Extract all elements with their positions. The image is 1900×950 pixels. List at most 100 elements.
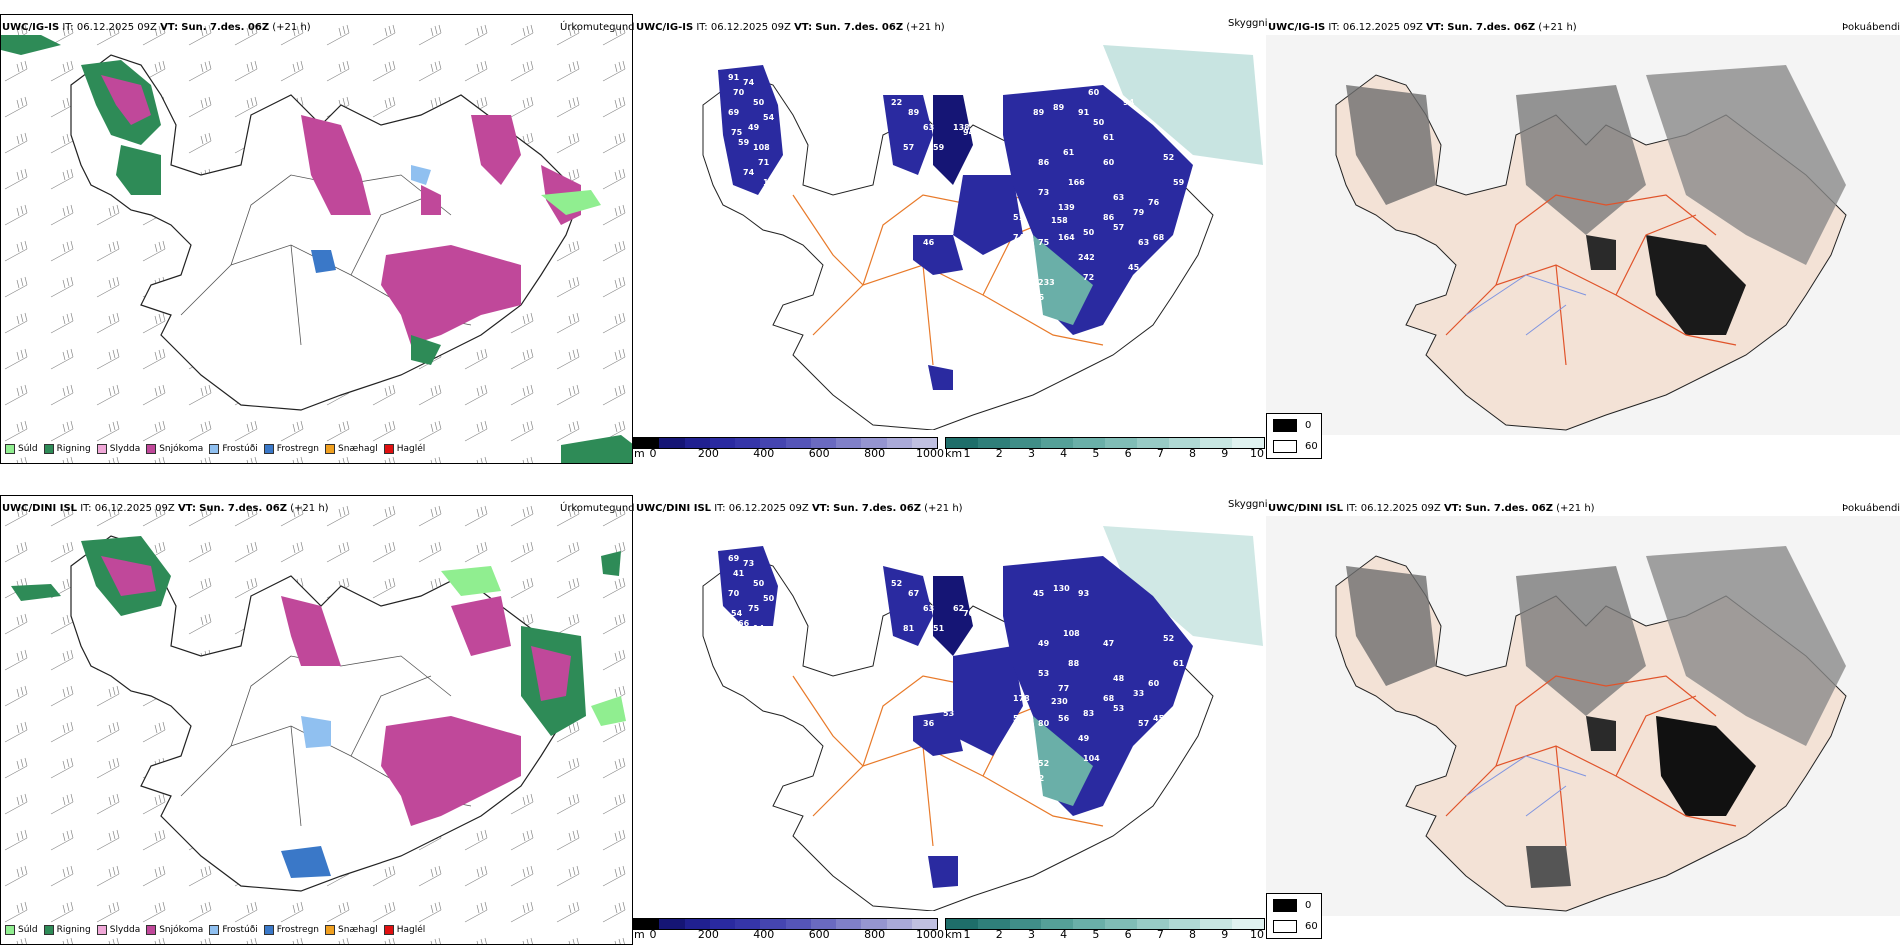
colorbar-cell <box>810 919 836 929</box>
cloudbase-value: 89 <box>1053 103 1065 112</box>
cloudbase-value: 233 <box>1038 278 1055 287</box>
cloudbase-value: 79 <box>1133 208 1145 217</box>
precip-legend-label: Frostregn <box>276 925 320 935</box>
visibility-colorbar-row1 <box>945 437 1265 449</box>
colorbar-cell <box>684 919 710 929</box>
fog-map-row2 <box>1266 516 1900 916</box>
colorbar-cell <box>709 438 735 448</box>
precip-legend-swatch <box>5 925 15 935</box>
colorbar-tick-label: 6 <box>1124 928 1132 941</box>
fog-legend-white-box <box>1273 920 1297 933</box>
cloudbase-value: 108 <box>753 143 770 152</box>
precip-panel-row2: Súld Rigning Slydda Snjókoma Frostúði Frostre… <box>0 495 633 945</box>
colorbar-cell <box>977 438 1010 448</box>
precip-legend-label: Haglél <box>396 925 426 935</box>
cloudbase-value: 41 <box>733 569 745 578</box>
precip-legend-item: Súld <box>5 444 38 454</box>
cloudbase-value: 57 <box>1113 223 1124 232</box>
precip-legend-item: Snjókoma <box>146 925 203 935</box>
cloudbase-ticks-row1: 0 200 400 600 800 1000 <box>633 447 945 460</box>
colorbar-cell <box>785 438 811 448</box>
cloudbase-value: 63 <box>923 604 934 613</box>
precip-legend-label: Haglél <box>396 444 426 454</box>
cloudbase-value: 52 <box>891 579 902 588</box>
colorbar-tick-label: 5 <box>1092 928 1100 941</box>
cloudbase-value: 59 <box>1173 178 1185 187</box>
cloudbase-map-row1: 9174705054495969751087174106459146532289… <box>702 45 1263 430</box>
cloudbase-value: 45 <box>1033 589 1045 598</box>
colorbar-tick-label: 5 <box>1092 447 1100 460</box>
cloudbase-panel-row2: 69 73 41 50 50 75 66 70 54 14 72 59 58 66 68 36 53 52 67 63… <box>633 516 1266 911</box>
cloudbase-value: 57 <box>1138 719 1149 728</box>
precip-legend-label: Súld <box>18 925 38 935</box>
colorbar-tick-label: 8 <box>1189 447 1197 460</box>
fog-legend-black-box <box>1273 899 1297 912</box>
cloudbase-value: 22 <box>891 98 902 107</box>
cloudbase-value: 158 <box>1051 216 1068 225</box>
colorbar-cell <box>1009 438 1042 448</box>
cloudbase-value: 60 <box>1148 679 1160 688</box>
precip-legend-item: Frostregn <box>263 925 320 935</box>
fog-title-row1: Þokuábendi <box>1842 22 1900 33</box>
colorbar-tick-label: 800 <box>864 928 886 941</box>
cloudbase-value: 164 <box>1058 233 1075 242</box>
colorbar-cell <box>659 919 685 929</box>
precip-legend-label: Frostúði <box>222 925 258 935</box>
colorbar-tick-label: 1 <box>963 928 971 941</box>
cloudbase-colorbar-row1 <box>633 437 938 449</box>
cloudbase-value: 59 <box>738 138 750 147</box>
colorbar-cell <box>1104 438 1137 448</box>
colorbar-cell <box>1073 919 1105 929</box>
precip-legend-item: Frostúði <box>209 444 258 454</box>
fog-panel-row2 <box>1266 516 1900 916</box>
colorbar-tick-label: 9 <box>1221 447 1229 460</box>
fog-legend-black-label: 0 <box>1305 900 1312 911</box>
cloudbase-value: 52 <box>1038 759 1049 768</box>
cloudbase-value: 108 <box>1063 629 1080 638</box>
precip-legend-swatch <box>383 925 394 935</box>
colorbar-cell <box>709 919 735 929</box>
cloudbase-value: 49 <box>1078 734 1090 743</box>
cloudbase-value: 61 <box>1063 148 1075 157</box>
cloudbase-value: 63 <box>923 123 934 132</box>
precip-legend-swatch <box>43 444 54 454</box>
cloudbase-value: 67 <box>908 589 919 598</box>
header-precip-row2: UWC/DINI ISL IT: 06.12.2025 09Z VT: Sun.… <box>2 503 329 514</box>
cloudbase-value: 74 <box>743 168 755 177</box>
cloudbase-value: 66 <box>738 619 750 628</box>
colorbar-cell <box>1073 438 1105 448</box>
colorbar-cell <box>1041 438 1074 448</box>
colorbar-cell <box>861 438 887 448</box>
cloudbase-value: 46 <box>923 238 935 247</box>
cloudbase-value: 58 <box>763 659 775 668</box>
fog-legend-white-label: 60 <box>1305 921 1318 932</box>
precip-legend-label: Slydda <box>109 925 141 935</box>
precip-legend-swatch <box>96 444 107 454</box>
colorbar-cell <box>946 919 978 929</box>
cloudbase-value: 59 <box>933 143 945 152</box>
cloudbase-value: 47 <box>1103 639 1114 648</box>
cloudbase-value: 94 <box>963 128 975 137</box>
cloudbase-value: 93 <box>1078 589 1089 598</box>
colorbar-tick-label: 1 <box>963 447 971 460</box>
visibility-colorbar-row2 <box>945 918 1265 930</box>
colorbar-tick-label: 0 <box>649 447 657 460</box>
precip-legend-swatch <box>146 925 157 935</box>
precip-title-row2: Úrkomutegund <box>560 503 635 514</box>
colorbar-cell <box>1232 438 1264 448</box>
colorbar-cell <box>634 919 660 929</box>
colorbar-tick-label: 200 <box>697 928 719 941</box>
colorbar-cell <box>836 438 862 448</box>
fog-legend-black-label: 0 <box>1305 420 1312 431</box>
cloudbase-value: 51 <box>933 624 945 633</box>
precip-legend-item: Haglél <box>383 444 426 454</box>
cloudbase-value: 61 <box>1173 659 1185 668</box>
cloudbase-value: 138 <box>953 123 970 132</box>
colorbar-tick-label: 8 <box>1189 928 1197 941</box>
colorbar-cell <box>1009 919 1042 929</box>
precip-legend-item: Snæhagl <box>325 444 378 454</box>
colorbar-tick-label: 0 <box>649 928 657 941</box>
cloudbase-value: 50 <box>1093 118 1105 127</box>
colorbar-cell <box>946 438 978 448</box>
colorbar-cell <box>1200 438 1233 448</box>
